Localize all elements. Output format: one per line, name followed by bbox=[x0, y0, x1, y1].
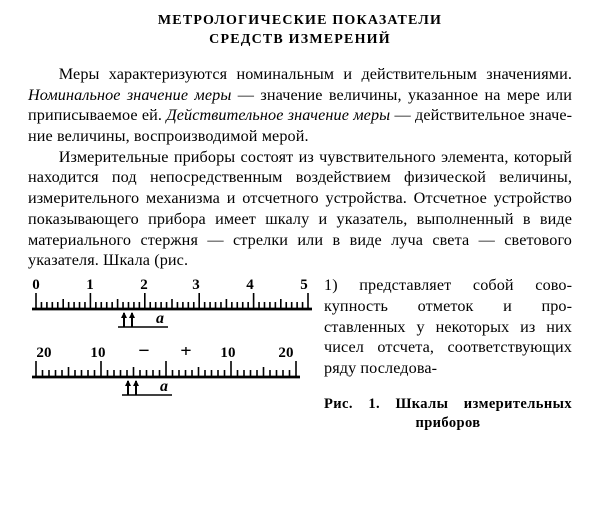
svg-text:−: − bbox=[138, 347, 150, 362]
svg-text:5: 5 bbox=[300, 277, 308, 293]
scale-figure-b: 20 10 − +10 20 a bbox=[28, 347, 306, 407]
svg-text:+: + bbox=[180, 347, 192, 362]
scale-figure-a: 0 1 2 3 4 5 a bbox=[28, 277, 320, 339]
paragraph-1: Меры характеризуются номинальным и дейст… bbox=[28, 64, 572, 147]
lower-columns: 0 1 2 3 4 5 a 20 10 − +10 20 a 1) представляет собо… bbox=[28, 275, 572, 434]
p2-text: Измерительные приборы состоят из чувстви… bbox=[28, 148, 572, 270]
figure-column: 0 1 2 3 4 5 a 20 10 − +10 20 a bbox=[28, 275, 320, 434]
svg-text:10: 10 bbox=[90, 347, 105, 361]
svg-text:a: a bbox=[156, 310, 164, 327]
heading: МЕТРОЛОГИЧЕСКИЕ ПОКАЗАТЕЛИ СРЕДСТВ ИЗМЕР… bbox=[28, 12, 572, 50]
svg-text:1: 1 bbox=[86, 277, 94, 293]
paragraph-3: 1) представляет собой сово­купность отме… bbox=[324, 275, 572, 379]
svg-text:20: 20 bbox=[278, 347, 293, 361]
svg-text:20: 20 bbox=[36, 347, 51, 361]
heading-line-1: МЕТРОЛОГИЧЕСКИЕ ПОКАЗАТЕЛИ bbox=[158, 13, 442, 28]
p1-term-2: Действительное значение меры bbox=[166, 106, 390, 124]
svg-text:10: 10 bbox=[220, 347, 235, 361]
heading-line-2: СРЕДСТВ ИЗМЕРЕНИЙ bbox=[209, 32, 391, 47]
svg-text:3: 3 bbox=[192, 277, 200, 293]
p1-text: Меры характеризуются номинальным и дейст… bbox=[59, 65, 572, 83]
svg-text:0: 0 bbox=[32, 277, 40, 293]
p3-text: 1) представляет собой сово­купность отме… bbox=[324, 276, 572, 377]
svg-text:2: 2 bbox=[140, 277, 148, 293]
figure-caption: Рис. 1. Шкалы измерительных приборов bbox=[324, 395, 572, 434]
p1-term-1: Номинальное значение меры bbox=[28, 86, 231, 104]
svg-text:a: a bbox=[160, 378, 168, 395]
text-column: 1) представляет собой сово­купность отме… bbox=[320, 275, 572, 434]
page: МЕТРОЛОГИЧЕСКИЕ ПОКАЗАТЕЛИ СРЕДСТВ ИЗМЕР… bbox=[0, 0, 590, 434]
svg-text:4: 4 bbox=[246, 277, 254, 293]
paragraph-2: Измерительные приборы состоят из чувстви… bbox=[28, 147, 572, 271]
